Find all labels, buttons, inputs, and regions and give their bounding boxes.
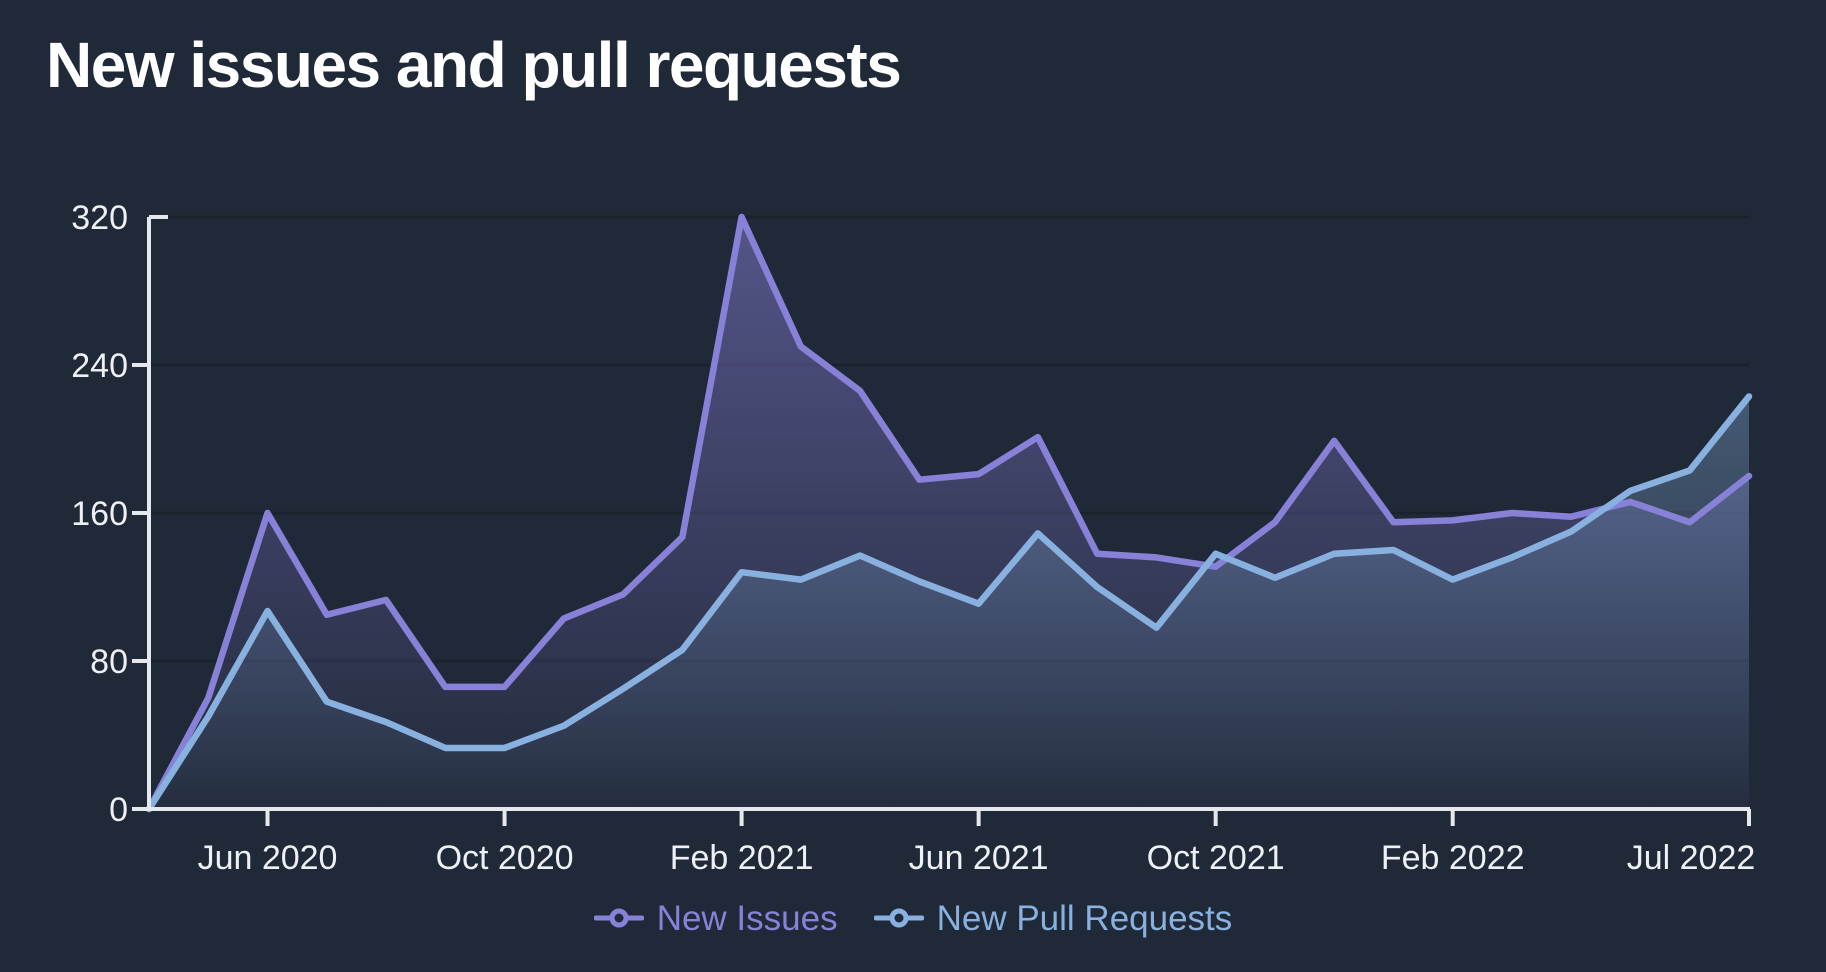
chart-legend: New Issues New Pull Requests xyxy=(0,892,1826,944)
y-tick-label: 160 xyxy=(71,495,128,533)
x-tick-label: Jul 2022 xyxy=(1627,839,1756,877)
series-line-new-pull-requests xyxy=(145,393,1753,813)
legend-line-marker-icon xyxy=(873,908,924,928)
legend-label: New Issues xyxy=(656,898,838,938)
x-tick-label: Jun 2020 xyxy=(198,839,338,877)
legend-item-new-issues[interactable]: New Issues xyxy=(593,898,838,938)
legend-line-marker-icon xyxy=(593,908,644,928)
y-tick-label: 240 xyxy=(71,347,128,385)
y-tick-label: 320 xyxy=(71,199,128,237)
legend-item-new-pull-requests[interactable]: New Pull Requests xyxy=(873,898,1233,938)
x-tick-label: Oct 2020 xyxy=(436,839,574,877)
x-tick-label: Feb 2021 xyxy=(670,839,814,877)
x-tick-label: Jun 2021 xyxy=(909,839,1049,877)
chart-title: New issues and pull requests xyxy=(46,29,902,101)
y-tick-label: 0 xyxy=(109,791,128,829)
x-tick-label: Feb 2022 xyxy=(1381,839,1525,877)
x-tick-label: Oct 2021 xyxy=(1147,839,1285,877)
y-tick-label: 80 xyxy=(90,643,128,681)
series-area-new-pull-requests xyxy=(149,396,1749,809)
legend-label: New Pull Requests xyxy=(936,898,1233,938)
series-line-new-issues xyxy=(145,213,1753,813)
